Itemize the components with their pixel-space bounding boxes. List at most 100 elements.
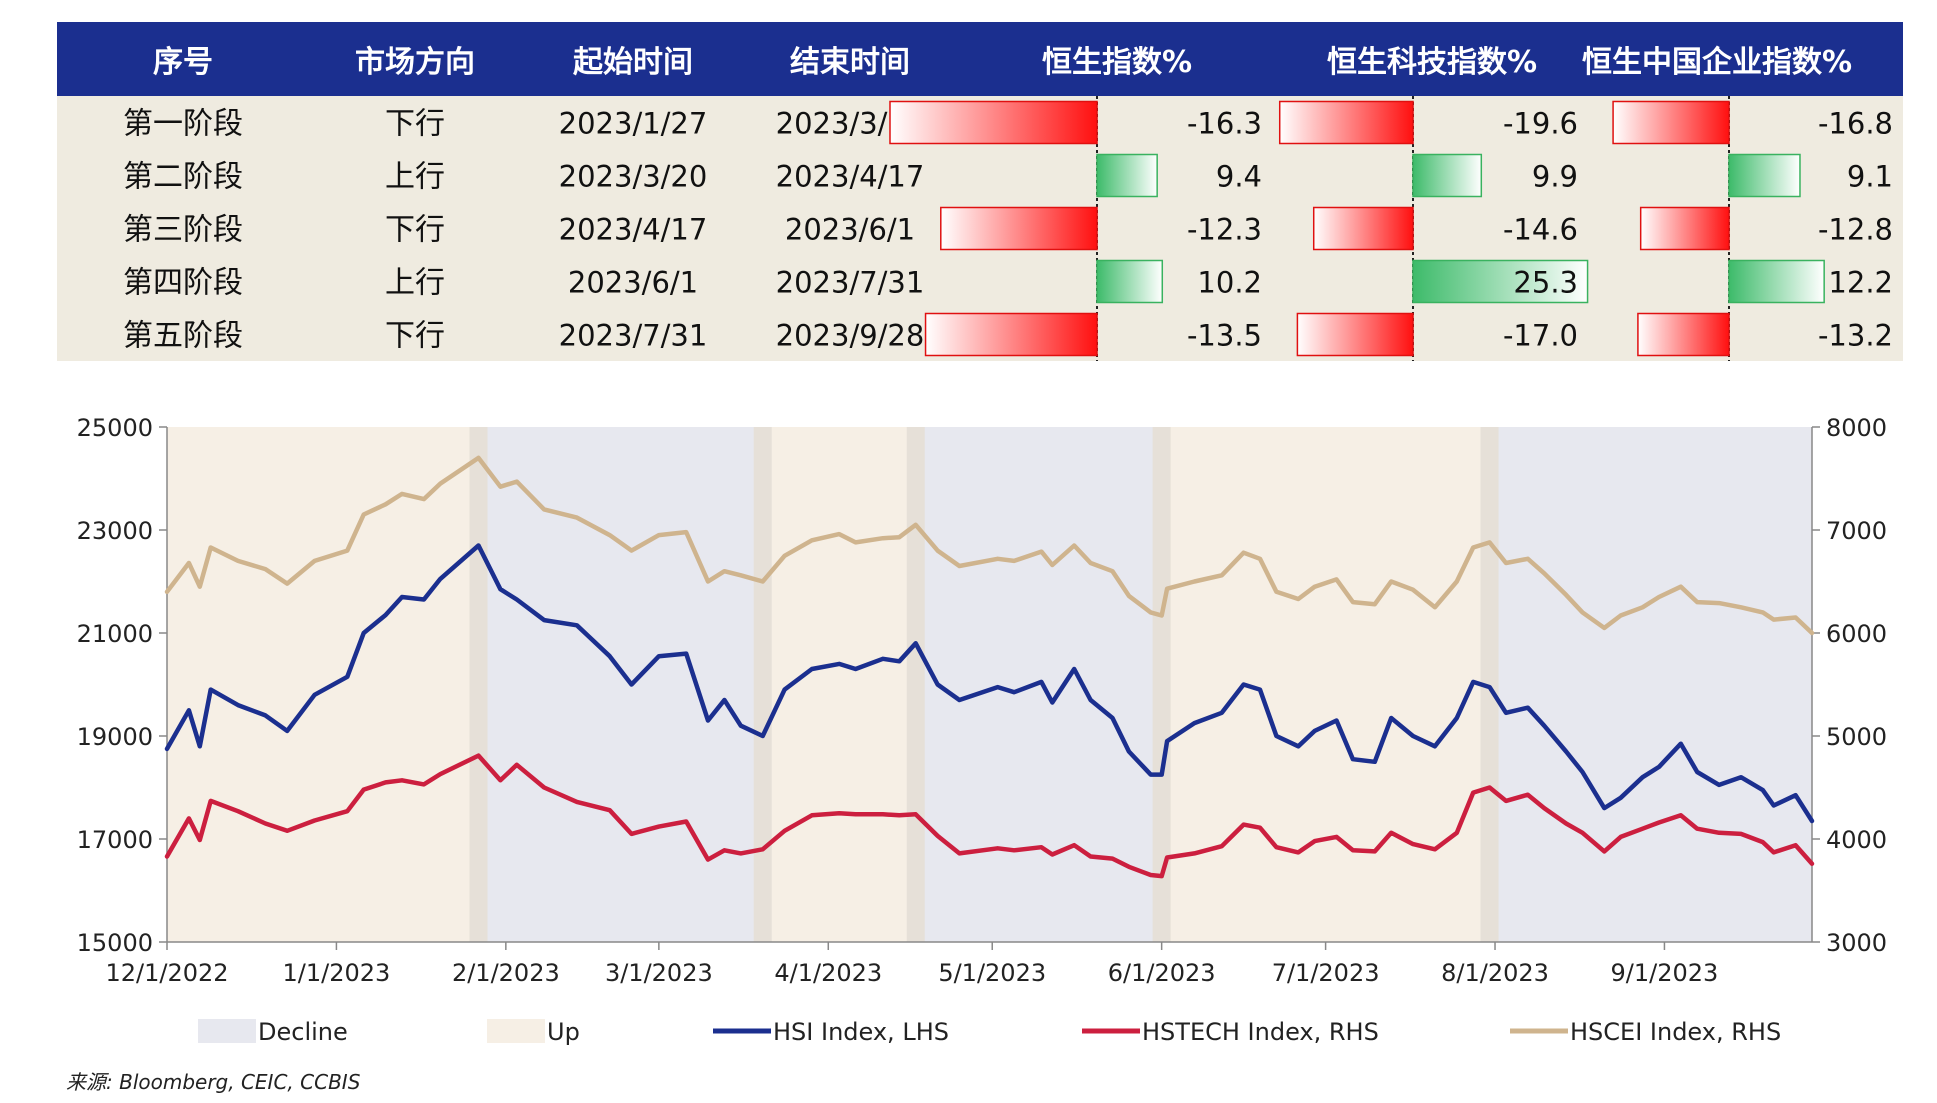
x-tick-label: 4/1/2023 — [774, 959, 882, 987]
decline-regime-band — [478, 427, 763, 942]
databar-value: 10.2 — [1197, 266, 1262, 300]
up-regime-band — [1161, 427, 1490, 942]
row-end-date: 2023/7/31 — [776, 266, 925, 300]
databar-value: -16.8 — [1818, 107, 1893, 141]
databar-positive — [1096, 153, 1158, 198]
databar-negative — [1312, 206, 1414, 251]
source-note: 来源: Bloomberg, CEIC, CCBIS — [66, 1070, 361, 1094]
row-start-date: 2023/4/17 — [559, 213, 708, 247]
row-start-date: 2023/1/27 — [559, 107, 708, 141]
databar-negative — [1278, 100, 1414, 145]
databar-negative — [924, 312, 1098, 357]
y-left-tick-label: 17000 — [77, 826, 153, 854]
databar-value: -12.8 — [1818, 213, 1893, 247]
table-header-cell: 序号 — [153, 45, 213, 80]
y-right-tick-label: 6000 — [1826, 620, 1887, 648]
databar-value: 12.2 — [1828, 266, 1893, 300]
x-tick-label: 9/1/2023 — [1611, 959, 1719, 987]
x-tick-label: 5/1/2023 — [938, 959, 1046, 987]
row-end-date: 2023/9/28 — [776, 319, 925, 353]
databar-positive — [1412, 153, 1483, 198]
databar-negative — [1612, 100, 1730, 145]
phase-table: 序号 市场方向 起始时间 结束时间 恒生指数% 恒生科技指数% 恒生中国企业指数%第一阶段下… — [57, 22, 1903, 361]
series-line-hscei — [164, 455, 1815, 636]
databar-negative — [889, 100, 1098, 145]
databar-value: -16.3 — [1187, 107, 1262, 141]
table-header-cell: 恒生中国企业指数% — [1582, 45, 1852, 80]
up-regime-band — [762, 427, 916, 942]
x-tick-label: 2/1/2023 — [452, 959, 560, 987]
row-phase: 第一阶段 — [123, 107, 243, 142]
databar-value: 9.9 — [1532, 160, 1578, 194]
databar-positive — [1728, 153, 1801, 198]
y-left-tick-label: 19000 — [77, 723, 153, 751]
y-right-tick-label: 5000 — [1826, 723, 1887, 751]
row-start-date: 2023/3/20 — [559, 160, 708, 194]
databar-value: 9.4 — [1216, 160, 1262, 194]
row-direction: 下行 — [385, 213, 445, 248]
table-header-cell: 市场方向 — [355, 45, 475, 80]
x-tick-label: 1/1/2023 — [283, 959, 391, 987]
row-direction: 上行 — [385, 266, 445, 301]
regime-transition-band — [906, 427, 925, 942]
row-phase: 第二阶段 — [123, 160, 243, 195]
row-direction: 上行 — [385, 160, 445, 195]
table-header-bar — [57, 22, 1903, 96]
legend-label-hstech: HSTECH Index, RHS — [1142, 1018, 1379, 1046]
y-left-tick-label: 23000 — [77, 517, 153, 545]
x-tick-label: 7/1/2023 — [1272, 959, 1380, 987]
y-right-tick-label: 3000 — [1826, 929, 1887, 957]
databar-value: 9.1 — [1847, 160, 1893, 194]
row-start-date: 2023/7/31 — [559, 319, 708, 353]
row-phase: 第五阶段 — [123, 319, 243, 354]
y-right-tick-label: 8000 — [1826, 414, 1887, 442]
series-line-hsi — [164, 543, 1815, 824]
legend-label-hsi: HSI Index, LHS — [773, 1018, 949, 1046]
table-header-cell: 恒生科技指数% — [1327, 45, 1537, 80]
databar-positive — [1728, 259, 1825, 304]
y-right-tick-label: 7000 — [1826, 517, 1887, 545]
regime-transition-band — [753, 427, 772, 942]
y-left-tick-label: 21000 — [77, 620, 153, 648]
databar-value: -19.6 — [1503, 107, 1578, 141]
decline-regime-band — [1489, 427, 1812, 942]
table-header-cell: 结束时间 — [790, 45, 910, 80]
databar-negative — [1639, 206, 1730, 251]
regime-transition-band — [1152, 427, 1171, 942]
databar-negative — [940, 206, 1098, 251]
row-phase: 第三阶段 — [123, 213, 243, 248]
x-tick-label: 12/1/2022 — [105, 959, 228, 987]
row-start-date: 2023/6/1 — [568, 266, 698, 300]
x-tick-label: 8/1/2023 — [1441, 959, 1549, 987]
legend-label-up: Up — [547, 1018, 580, 1046]
databar-value: -12.3 — [1187, 213, 1262, 247]
databar-positive — [1412, 259, 1589, 304]
x-tick-label: 6/1/2023 — [1108, 959, 1216, 987]
y-left-tick-label: 25000 — [77, 414, 153, 442]
up-regime-band — [167, 427, 479, 942]
regime-transition-band — [469, 427, 488, 942]
databar-value: 25.3 — [1513, 266, 1578, 300]
regime-transition-band — [1480, 427, 1499, 942]
row-direction: 下行 — [385, 319, 445, 354]
row-phase: 第四阶段 — [123, 266, 243, 301]
databar-value: -14.6 — [1503, 213, 1578, 247]
legend-label-hscei: HSCEI Index, RHS — [1570, 1018, 1781, 1046]
databar-negative — [1637, 312, 1730, 357]
row-end-date: 2023/4/17 — [776, 160, 925, 194]
row-end-date: 2023/6/1 — [785, 213, 915, 247]
legend-label-decline: Decline — [258, 1018, 348, 1046]
y-right-tick-label: 4000 — [1826, 826, 1887, 854]
databar-value: -17.0 — [1503, 319, 1578, 353]
legend-swatch-decline — [198, 1019, 256, 1043]
databar-value: -13.5 — [1187, 319, 1262, 353]
databar-value: -13.2 — [1818, 319, 1893, 353]
table-header-cell: 起始时间 — [573, 45, 693, 80]
databar-positive — [1096, 259, 1164, 304]
databar-negative — [1296, 312, 1414, 357]
row-direction: 下行 — [385, 107, 445, 142]
x-tick-label: 3/1/2023 — [605, 959, 713, 987]
table-header-cell: 恒生指数% — [1042, 45, 1192, 80]
legend-swatch-up — [487, 1019, 545, 1043]
